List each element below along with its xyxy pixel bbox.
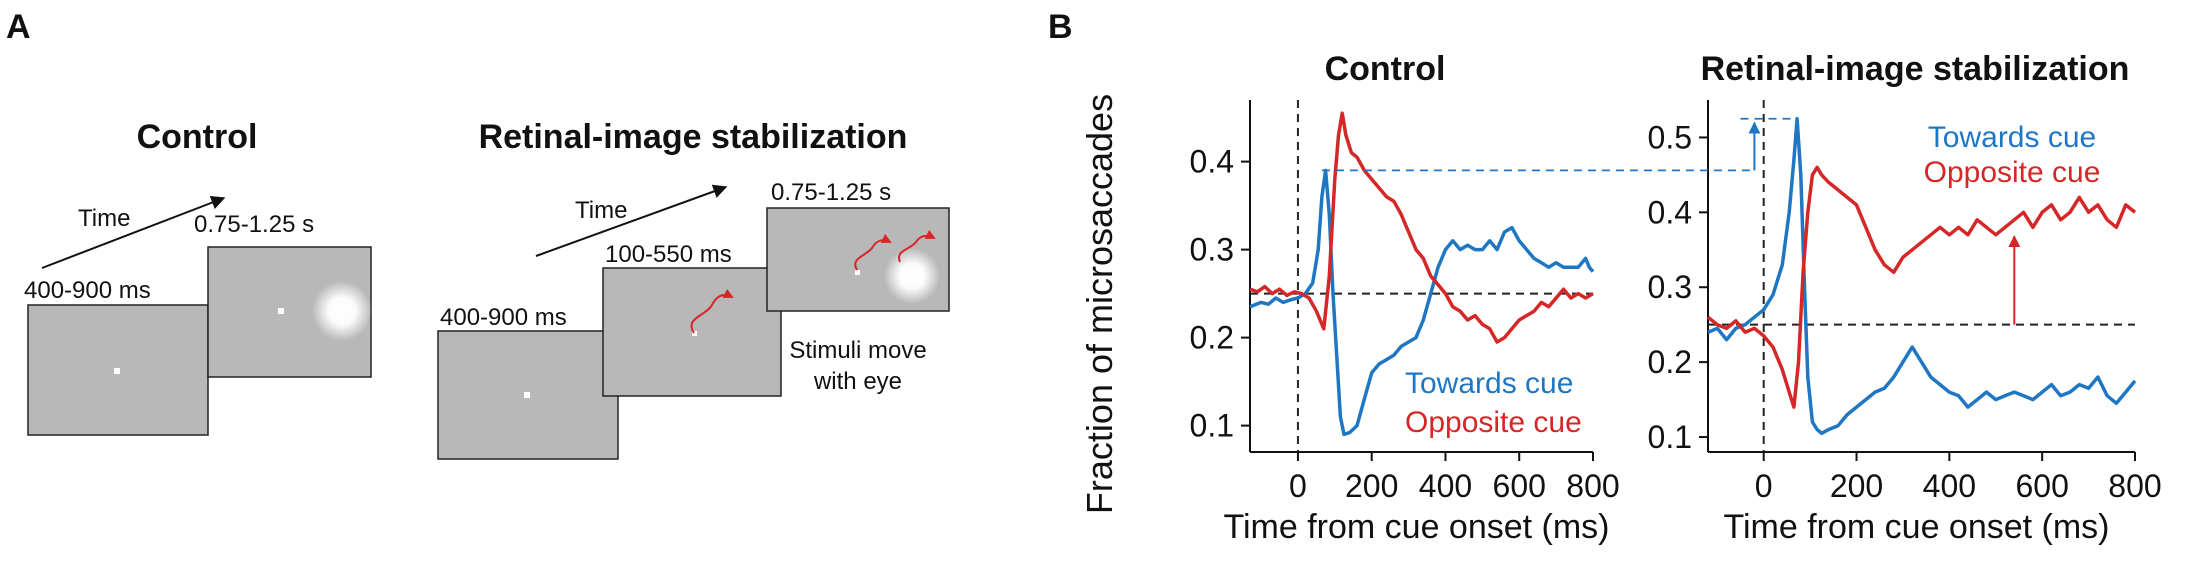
eye-trace bbox=[690, 288, 734, 334]
time-label: Time bbox=[78, 205, 130, 232]
time-arrow bbox=[41, 195, 226, 269]
fixation-dot bbox=[278, 308, 284, 314]
fixation-dot bbox=[114, 368, 120, 374]
frame-duration-label: 100-550 ms bbox=[605, 241, 732, 268]
stabilization-title: Retinal-image stabilization bbox=[479, 118, 908, 156]
stabilization-schematic: Retinal-image stabilization Time 400-900… bbox=[437, 118, 950, 460]
panel-label-a: A bbox=[6, 8, 31, 46]
eye-trace bbox=[854, 233, 892, 271]
frame-duration-label: 0.75-1.25 s bbox=[194, 211, 314, 238]
y-tick-label: 0.3 bbox=[1190, 232, 1234, 268]
legend-towards-cue: Towards cue bbox=[1928, 121, 2096, 154]
y-tick-label: 0.5 bbox=[1648, 119, 1692, 155]
opposite-cue-line bbox=[1249, 111, 1594, 344]
y-tick-label: 0.3 bbox=[1648, 269, 1692, 305]
legend-towards-cue: Towards cue bbox=[1405, 367, 1573, 400]
x-axis-label: Time from cue onset (ms) bbox=[1223, 508, 1609, 546]
chart-title: Control bbox=[1325, 50, 1446, 88]
frame-duration-label: 400-900 ms bbox=[440, 304, 567, 331]
y-tick-label: 0.1 bbox=[1190, 408, 1234, 444]
x-axis-label: Time from cue onset (ms) bbox=[1723, 508, 2109, 546]
x-tick-label: 0 bbox=[1755, 468, 1773, 504]
stabilization-chart: Retinal-image stabilization 0 200 400 600 800… bbox=[1648, 50, 2162, 546]
comparison-annotations bbox=[1321, 117, 2021, 325]
opposite-cue-line bbox=[1706, 165, 2137, 409]
frame-duration-label: 0.75-1.25 s bbox=[771, 179, 891, 206]
fixation-dot bbox=[524, 392, 530, 398]
stimulus-trace bbox=[898, 229, 936, 263]
x-tick-label: 800 bbox=[1566, 468, 1619, 504]
time-label: Time bbox=[575, 197, 627, 224]
x-tick-label: 200 bbox=[1345, 468, 1398, 504]
panel-b: B Fraction of microsaccades Control 0 200 4… bbox=[1048, 8, 2162, 546]
x-tick-label: 800 bbox=[2108, 468, 2161, 504]
towards-cue-line bbox=[1707, 116, 2137, 436]
stabilization-note: with eye bbox=[813, 368, 902, 395]
control-chart: Control 0 200 400 600 800 0.1 0.2 0.3 0.4 Time fro… bbox=[1190, 50, 1620, 546]
x-tick-label: 600 bbox=[1493, 468, 1546, 504]
x-tick-label: 0 bbox=[1289, 468, 1307, 504]
cue-stimulus bbox=[312, 281, 372, 341]
legend-opposite-cue: Opposite cue bbox=[1924, 156, 2101, 189]
time-arrow bbox=[535, 184, 728, 257]
x-tick-label: 600 bbox=[2015, 468, 2068, 504]
chart-title: Retinal-image stabilization bbox=[1701, 50, 2130, 88]
fixation-dot bbox=[692, 331, 697, 336]
stabilization-note: Stimuli move bbox=[789, 337, 926, 364]
y-axis-label: Fraction of microsaccades bbox=[1079, 94, 1120, 514]
y-tick-label: 0.2 bbox=[1648, 344, 1692, 380]
x-tick-label: 400 bbox=[1923, 468, 1976, 504]
x-tick-label: 200 bbox=[1830, 468, 1883, 504]
control-title: Control bbox=[137, 118, 258, 156]
cue-stimulus bbox=[884, 248, 940, 304]
towards-cue-line bbox=[1249, 168, 1595, 437]
y-tick-label: 0.4 bbox=[1648, 194, 1692, 230]
panel-label-b: B bbox=[1048, 8, 1073, 46]
panel-a: A Control Time 0.75-1.25 s 400-900 ms Re… bbox=[6, 8, 950, 460]
y-tick-label: 0.2 bbox=[1190, 320, 1234, 356]
fixation-dot bbox=[855, 270, 860, 275]
x-tick-label: 400 bbox=[1419, 468, 1472, 504]
control-schematic: Control Time 0.75-1.25 s 400-900 ms bbox=[24, 118, 372, 436]
y-tick-label: 0.1 bbox=[1648, 419, 1692, 455]
frame-duration-label: 400-900 ms bbox=[24, 277, 151, 304]
legend-opposite-cue: Opposite cue bbox=[1405, 406, 1582, 439]
y-tick-label: 0.4 bbox=[1190, 144, 1234, 180]
